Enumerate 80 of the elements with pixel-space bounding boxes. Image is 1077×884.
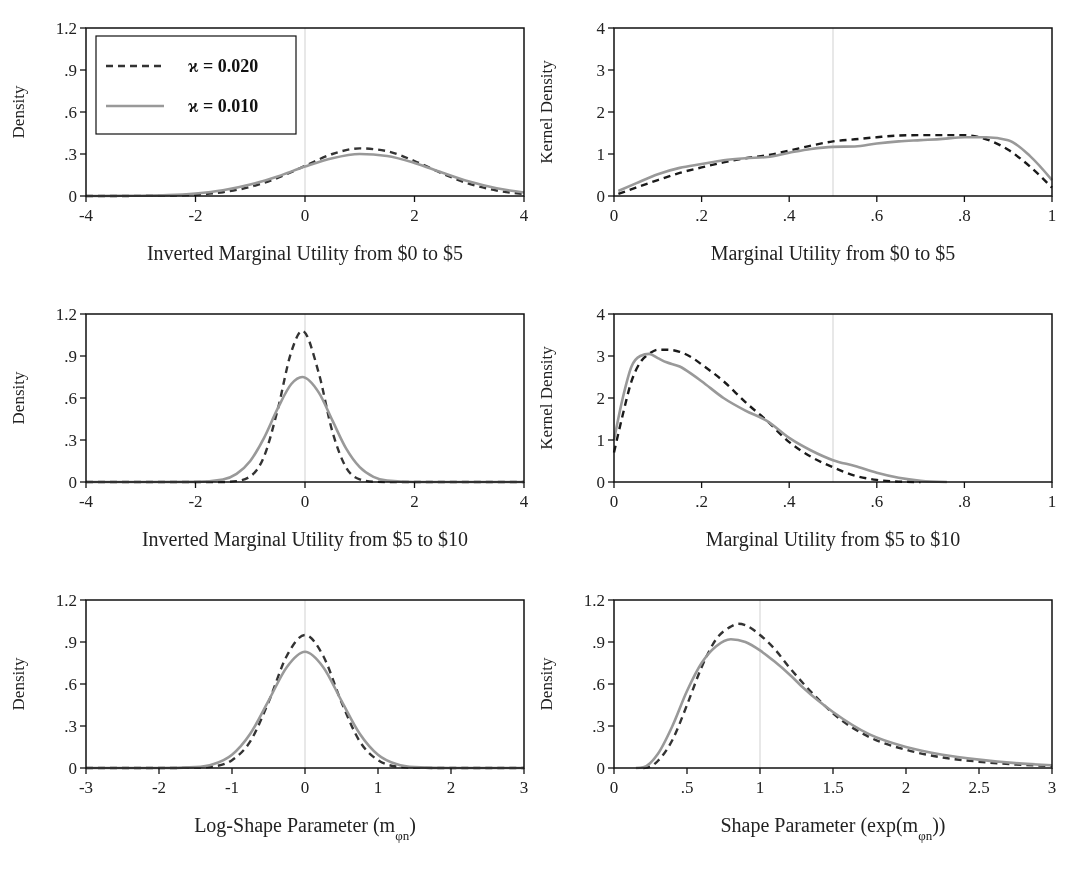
y-tick-label: .9 — [64, 60, 77, 80]
x-tick-label: .4 — [782, 492, 797, 511]
y-tick-label: 1.2 — [583, 590, 605, 610]
y-tick-label: 0 — [68, 472, 77, 492]
y-tick-label: 1 — [596, 430, 605, 450]
y-tick-label: 3 — [596, 346, 605, 366]
x-tick-label: 1 — [1047, 206, 1057, 225]
y-tick-label: .9 — [64, 632, 77, 652]
x-axis-title: Shape Parameter (exp(m$_{φn}$)) — [720, 814, 946, 843]
y-axis-title: Kernel Density — [537, 345, 556, 450]
y-axis-title: Density — [537, 657, 556, 711]
legend-label: ϰ = 0.010 — [188, 96, 259, 117]
x-tick-label: 2 — [410, 492, 419, 511]
x-tick-label: -2 — [151, 778, 167, 797]
x-tick-label: -3 — [78, 778, 94, 797]
y-tick-label: 0 — [596, 758, 605, 778]
x-tick-label: 0 — [300, 778, 310, 797]
x-tick-label: -2 — [188, 492, 203, 511]
x-axis-title: Inverted Marginal Utility from $0 to $5 — [146, 242, 464, 265]
y-tick-label: 1.2 — [55, 18, 77, 38]
y-tick-label: 1.2 — [55, 590, 77, 610]
x-tick-label: 1 — [1047, 492, 1057, 511]
x-tick-label: 0 — [609, 778, 619, 797]
y-tick-label: 0 — [596, 186, 605, 206]
y-tick-label: .3 — [592, 716, 605, 736]
x-tick-label: .6 — [870, 206, 884, 225]
x-tick-label: .8 — [958, 206, 971, 225]
y-tick-label: .9 — [592, 632, 605, 652]
x-tick-label: .2 — [695, 206, 708, 225]
x-tick-label: .5 — [680, 778, 694, 797]
y-axis-title: Density — [9, 85, 28, 139]
x-axis-title: Inverted Marginal Utility from $5 to $10 — [141, 528, 469, 551]
y-tick-label: 2 — [596, 102, 605, 122]
x-tick-label: 2 — [901, 778, 911, 797]
y-tick-label: 0 — [596, 472, 605, 492]
y-tick-label: .3 — [64, 144, 77, 164]
legend-label: ϰ = 0.020 — [188, 56, 259, 77]
y-tick-label: 0 — [68, 186, 77, 206]
y-tick-label: 4 — [596, 304, 606, 324]
x-tick-label: 3 — [519, 778, 529, 797]
y-tick-label: 1.2 — [55, 304, 77, 324]
y-tick-label: .3 — [64, 716, 77, 736]
x-tick-label: .8 — [958, 492, 971, 511]
y-tick-label: .6 — [64, 388, 77, 408]
x-tick-label: 0 — [609, 492, 619, 511]
y-tick-label: .9 — [64, 346, 77, 366]
x-tick-label: -4 — [78, 206, 94, 225]
y-tick-label: .6 — [592, 674, 605, 694]
x-tick-label: 0 — [609, 206, 619, 225]
y-tick-label: 2 — [596, 388, 605, 408]
x-axis-title: Marginal Utility from $5 to $10 — [705, 528, 961, 551]
y-tick-label: 1 — [596, 144, 605, 164]
x-tick-label: 1 — [373, 778, 383, 797]
x-tick-label: -4 — [78, 492, 94, 511]
x-tick-label: 2 — [410, 206, 419, 225]
x-tick-label: .2 — [695, 492, 708, 511]
y-tick-label: 0 — [68, 758, 77, 778]
y-tick-label: 4 — [596, 18, 606, 38]
x-tick-label: -2 — [188, 206, 203, 225]
x-tick-label: 1 — [755, 778, 765, 797]
x-tick-label: 0 — [300, 492, 310, 511]
y-axis-title: Density — [9, 657, 28, 711]
y-tick-label: .6 — [64, 674, 77, 694]
y-tick-label: 3 — [596, 60, 605, 80]
x-tick-label: -1 — [224, 778, 240, 797]
x-tick-label: 4 — [519, 492, 529, 511]
x-axis-title: Log-Shape Parameter (m$_{φn}$) — [194, 814, 416, 843]
x-tick-label: 0 — [300, 206, 310, 225]
y-tick-label: .6 — [64, 102, 77, 122]
x-tick-label: .4 — [782, 206, 797, 225]
y-axis-title: Density — [9, 371, 28, 425]
y-tick-label: .3 — [64, 430, 77, 450]
x-tick-label: .6 — [870, 492, 884, 511]
x-tick-label: 2 — [446, 778, 456, 797]
x-tick-label: 1.5 — [822, 778, 844, 797]
x-axis-title: Marginal Utility from $0 to $5 — [710, 242, 956, 265]
y-axis-title: Kernel Density — [537, 59, 556, 164]
x-tick-label: 3 — [1047, 778, 1057, 797]
x-tick-label: 2.5 — [968, 778, 990, 797]
x-tick-label: 4 — [519, 206, 529, 225]
